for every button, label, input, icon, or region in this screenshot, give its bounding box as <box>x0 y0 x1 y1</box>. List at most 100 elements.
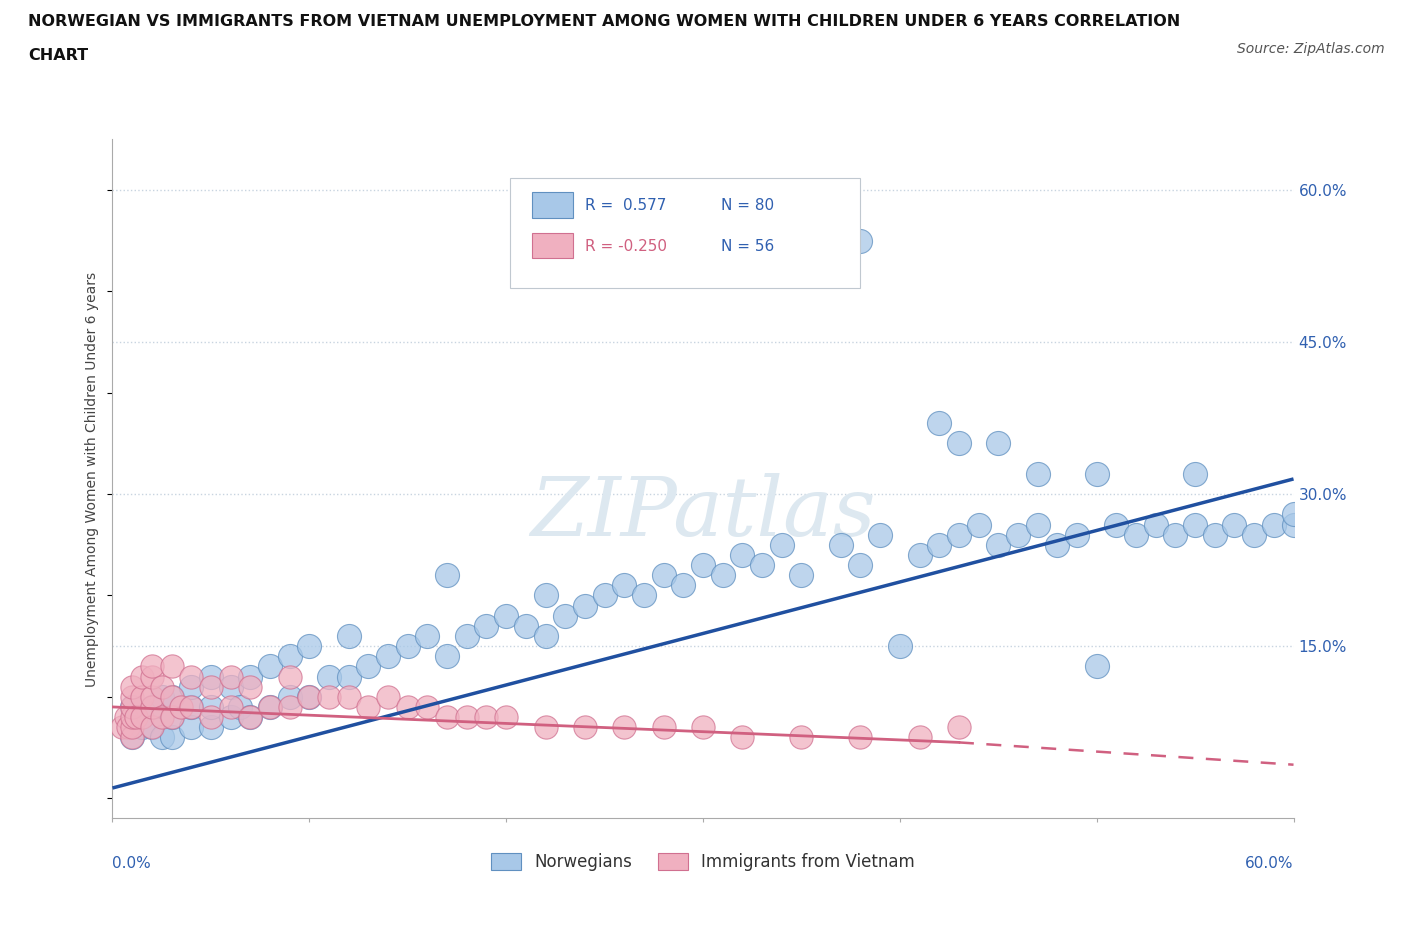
Point <box>1066 527 1088 542</box>
Legend: Norwegians, Immigrants from Vietnam: Norwegians, Immigrants from Vietnam <box>485 846 921 878</box>
Point <box>239 710 262 724</box>
Point <box>849 233 872 248</box>
Point <box>131 720 153 735</box>
Point <box>790 730 813 745</box>
Point <box>396 639 419 654</box>
Point <box>908 730 931 745</box>
Point <box>731 548 754 563</box>
Point <box>121 699 143 714</box>
Point <box>141 720 163 735</box>
Point <box>711 568 734 583</box>
Point <box>160 659 183 674</box>
Point <box>692 558 714 573</box>
Point <box>141 689 163 704</box>
Point <box>652 568 675 583</box>
Point <box>396 699 419 714</box>
Point <box>436 568 458 583</box>
Point <box>790 568 813 583</box>
Point <box>751 558 773 573</box>
Point <box>150 679 173 694</box>
Point <box>298 689 321 704</box>
Point <box>534 629 557 644</box>
Point <box>200 710 222 724</box>
Point <box>298 689 321 704</box>
Point <box>987 538 1010 552</box>
Point <box>337 629 360 644</box>
Point <box>239 710 262 724</box>
Point <box>534 720 557 735</box>
Point <box>318 669 340 684</box>
Point <box>889 639 911 654</box>
Point <box>160 689 183 704</box>
Point <box>1026 517 1049 532</box>
Point <box>515 618 537 633</box>
Point <box>967 517 990 532</box>
Point <box>219 699 242 714</box>
Point <box>131 710 153 724</box>
Point <box>259 699 281 714</box>
Point <box>200 679 222 694</box>
Point <box>117 720 139 735</box>
Text: NORWEGIAN VS IMMIGRANTS FROM VIETNAM UNEMPLOYMENT AMONG WOMEN WITH CHILDREN UNDE: NORWEGIAN VS IMMIGRANTS FROM VIETNAM UNE… <box>28 14 1181 29</box>
Point <box>613 720 636 735</box>
Point <box>1144 517 1167 532</box>
FancyBboxPatch shape <box>531 192 574 218</box>
Point <box>200 669 222 684</box>
Point <box>1184 467 1206 482</box>
Text: R = -0.250: R = -0.250 <box>585 239 666 254</box>
Point <box>830 538 852 552</box>
Point <box>131 669 153 684</box>
Point <box>278 689 301 704</box>
Point <box>416 629 439 644</box>
Point <box>948 720 970 735</box>
Text: ZIPatlas: ZIPatlas <box>530 472 876 553</box>
Point <box>1243 527 1265 542</box>
Point <box>259 659 281 674</box>
Point <box>731 730 754 745</box>
Point <box>229 699 252 714</box>
Point <box>318 689 340 704</box>
Point <box>1223 517 1246 532</box>
Point <box>1263 517 1285 532</box>
Point <box>141 699 163 714</box>
Point <box>534 588 557 603</box>
Point <box>1164 527 1187 542</box>
Point <box>928 416 950 431</box>
Point <box>987 436 1010 451</box>
Point <box>1085 467 1108 482</box>
Point <box>869 527 891 542</box>
Point <box>475 618 498 633</box>
Point <box>160 710 183 724</box>
Point <box>908 548 931 563</box>
Point <box>337 669 360 684</box>
Point <box>1204 527 1226 542</box>
Point <box>377 689 399 704</box>
Point <box>613 578 636 592</box>
Point <box>141 699 163 714</box>
Point <box>593 588 616 603</box>
Point <box>239 679 262 694</box>
Point <box>200 699 222 714</box>
Point <box>692 720 714 735</box>
Point <box>121 730 143 745</box>
Point <box>1282 507 1305 522</box>
Point <box>170 699 193 714</box>
Point <box>180 699 202 714</box>
Point <box>180 720 202 735</box>
Text: CHART: CHART <box>28 48 89 63</box>
Point <box>436 710 458 724</box>
Text: 60.0%: 60.0% <box>1246 856 1294 870</box>
Point <box>1046 538 1069 552</box>
Point <box>259 699 281 714</box>
Point <box>456 629 478 644</box>
Point <box>1125 527 1147 542</box>
Point <box>219 710 242 724</box>
Point <box>115 710 138 724</box>
Point <box>121 679 143 694</box>
Point <box>456 710 478 724</box>
Point <box>416 699 439 714</box>
Point <box>150 730 173 745</box>
Point <box>1026 467 1049 482</box>
Point <box>160 689 183 704</box>
Point <box>239 669 262 684</box>
